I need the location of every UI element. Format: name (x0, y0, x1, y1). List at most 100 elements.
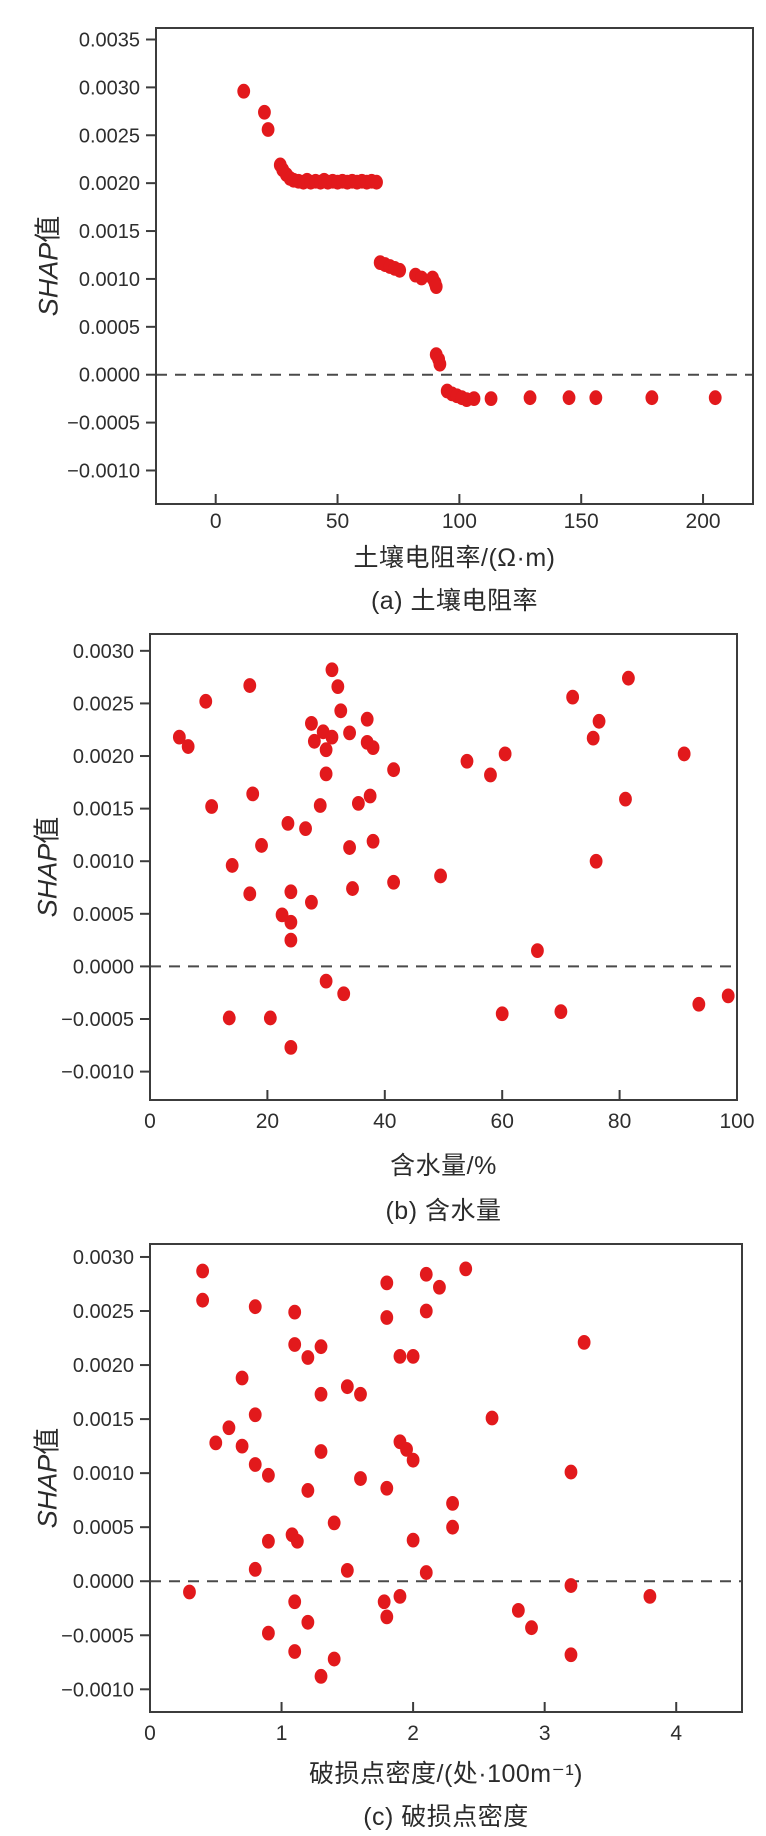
data-point (592, 713, 606, 729)
y-tick-label: −0.0005 (61, 1009, 134, 1031)
data-point (354, 1471, 367, 1486)
x-tick-label: 80 (608, 1110, 631, 1133)
data-point (645, 390, 659, 406)
data-point (387, 874, 401, 890)
data-point (314, 1668, 328, 1684)
panel-caption-a: (a) 土壤电阻率 (370, 587, 538, 615)
data-point (692, 996, 706, 1012)
x-tick-label: 3 (539, 1722, 551, 1745)
y-tick-label: 0.0000 (79, 365, 140, 387)
y-tick-label: 0.0005 (79, 317, 140, 339)
data-point (370, 174, 383, 190)
data-point (577, 1334, 591, 1350)
data-point (235, 1370, 249, 1386)
data-point (299, 821, 312, 837)
data-point (248, 1407, 262, 1423)
data-point (313, 798, 327, 813)
x-tick-label: 0 (144, 1110, 156, 1133)
data-point (196, 1263, 210, 1279)
data-point (380, 1275, 394, 1291)
data-point (314, 1339, 328, 1355)
x-axis-title-c: 破损点密度/(处·100m⁻¹) (309, 1760, 583, 1788)
data-point (589, 390, 603, 406)
data-point (246, 786, 260, 802)
data-point (284, 914, 298, 930)
data-point (288, 1644, 302, 1659)
data-point (380, 1480, 394, 1496)
y-axis-title-a: SHAP值 (27, 216, 66, 317)
x-tick-label: 40 (373, 1110, 396, 1133)
data-point (196, 1292, 210, 1308)
data-point (562, 390, 576, 406)
data-point (337, 986, 351, 1002)
y-tick-label: 0.0015 (73, 1409, 134, 1431)
data-point (248, 1457, 262, 1472)
x-tick-label: 100 (442, 510, 477, 533)
data-point (564, 1578, 578, 1593)
y-tick-label: 0.0020 (73, 746, 134, 768)
data-point (343, 725, 356, 741)
y-tick-label: 0.0025 (73, 1301, 134, 1323)
data-point (387, 762, 401, 778)
data-point (205, 799, 219, 814)
y-tick-label: 0.0020 (73, 1355, 134, 1377)
data-point (677, 746, 691, 762)
data-point (511, 1603, 525, 1618)
data-point (325, 662, 339, 678)
data-point (301, 1350, 315, 1365)
y-tick-label: 0.0005 (73, 1517, 134, 1539)
y-tick-label: 0.0035 (79, 29, 140, 51)
data-point (290, 1533, 304, 1549)
data-point (237, 83, 251, 99)
panel-b: 0.0030 0.0025 0.0020 0.0015 0.0010 0.0005 0.00… (61, 633, 755, 1133)
data-point (419, 1565, 433, 1580)
data-point (363, 788, 377, 804)
data-point (275, 907, 289, 923)
data-point (243, 678, 257, 693)
y-axis-title-cjk: 值 (32, 1427, 63, 1455)
y-tick-label: 0.0000 (73, 1571, 134, 1593)
data-point (243, 886, 257, 902)
y-axis-title-cjk: 值 (32, 816, 63, 844)
plot-frame (149, 633, 738, 1101)
y-tick-label: 0.0020 (79, 173, 140, 195)
y-tick-label: −0.0010 (61, 1679, 134, 1701)
data-point (222, 1010, 236, 1026)
data-point (360, 711, 374, 727)
data-point (589, 853, 603, 869)
data-point (172, 729, 186, 745)
data-point (619, 791, 632, 807)
data-point (393, 262, 407, 278)
plot-frame (149, 1243, 743, 1713)
data-point (525, 1620, 538, 1636)
data-point (460, 753, 474, 769)
data-point (262, 1625, 275, 1641)
data-point (446, 1495, 459, 1511)
y-axis-title-c: SHAP值 (26, 1428, 65, 1529)
data-point (281, 815, 295, 831)
data-point (434, 868, 447, 884)
data-point (288, 1337, 302, 1352)
panel-a: 0.0035 0.0030 0.0025 0.0020 0.0015 0.0010 0.00… (67, 27, 754, 533)
data-point (495, 1006, 509, 1022)
x-axis-title-a: 土壤电阻率/(Ω·m) (353, 544, 556, 572)
data-point (314, 1444, 328, 1459)
x-tick-label: 1 (276, 1722, 288, 1745)
data-point (288, 1304, 302, 1320)
data-point (305, 716, 318, 731)
data-point (566, 689, 580, 705)
data-point (351, 795, 365, 811)
data-point (643, 1588, 657, 1604)
data-point (366, 833, 380, 849)
data-point (340, 1563, 354, 1578)
data-point (307, 733, 321, 749)
data-point (284, 1040, 298, 1055)
x-tick-label: 50 (326, 510, 349, 533)
data-point (380, 1310, 394, 1325)
data-point (261, 122, 275, 137)
data-point (199, 693, 213, 709)
data-point (622, 670, 635, 686)
data-point (564, 1464, 578, 1480)
y-axis-title-italic: SHAP (32, 843, 63, 918)
data-point (183, 1584, 196, 1600)
